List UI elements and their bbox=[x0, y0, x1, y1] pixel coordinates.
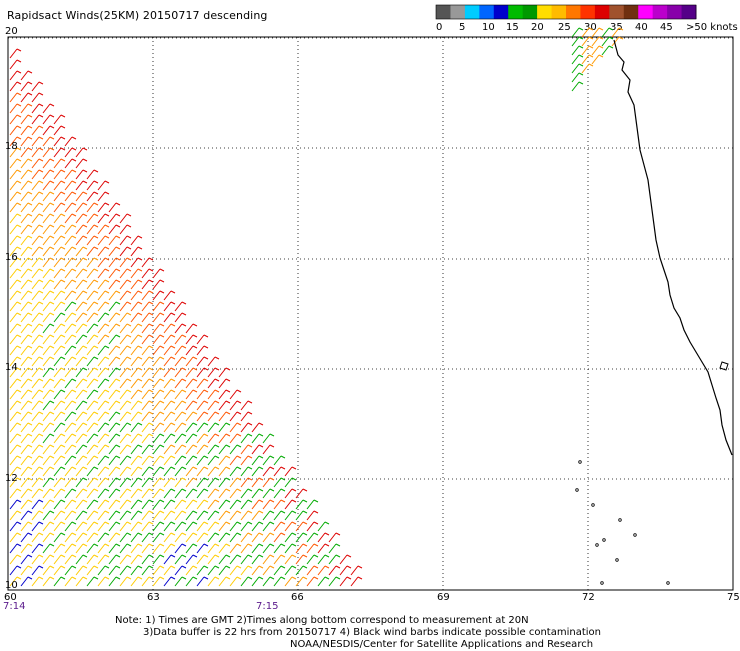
legend-label: 0 bbox=[436, 22, 443, 33]
legend-swatch bbox=[594, 5, 610, 19]
lon-label-60: 60 bbox=[4, 592, 17, 603]
lat-label-16: 16 bbox=[5, 252, 18, 263]
legend-swatch bbox=[551, 5, 567, 19]
lat-label-10: 10 bbox=[5, 580, 18, 591]
legend-swatch bbox=[464, 5, 480, 19]
coastline bbox=[575, 39, 733, 585]
map-title: Rapidsact Winds(25KM) 20150717 descendin… bbox=[7, 9, 268, 22]
legend-label: 45 bbox=[660, 22, 673, 33]
lon-label-63: 63 bbox=[147, 592, 160, 603]
map-frame bbox=[7, 36, 734, 591]
legend-label: 30 bbox=[584, 22, 597, 33]
time-label-start: 7:14 bbox=[3, 601, 26, 612]
lon-label-72: 72 bbox=[582, 592, 595, 603]
lat-label-18: 18 bbox=[5, 141, 18, 152]
legend-label: >50 knots bbox=[686, 22, 738, 33]
wind-speed-legend bbox=[435, 4, 697, 20]
lat-label-14: 14 bbox=[5, 362, 18, 373]
legend-label: 35 bbox=[610, 22, 623, 33]
legend-swatch bbox=[638, 5, 654, 19]
lon-label-66: 66 bbox=[291, 592, 304, 603]
wind-barbs bbox=[9, 27, 624, 587]
legend-swatch bbox=[493, 5, 509, 19]
lat-label-12: 12 bbox=[5, 473, 18, 484]
time-label-end: 7:15 bbox=[256, 601, 279, 612]
legend-swatch bbox=[652, 5, 668, 19]
legend-swatch bbox=[609, 5, 625, 19]
legend-swatch bbox=[522, 5, 538, 19]
legend-swatch bbox=[623, 5, 639, 19]
note-line-1: Note: 1) Times are GMT 2)Times along bot… bbox=[115, 615, 529, 626]
legend-swatch bbox=[566, 5, 581, 19]
lon-label-75: 75 bbox=[727, 592, 740, 603]
note-line-3: NOAA/NESDIS/Center for Satellite Applica… bbox=[290, 639, 594, 650]
legend-swatch bbox=[537, 5, 553, 19]
legend-swatch bbox=[681, 5, 697, 19]
legend-label: 25 bbox=[558, 22, 571, 33]
legend-swatch bbox=[450, 5, 466, 19]
legend-swatch bbox=[436, 5, 451, 19]
legend-label: 5 bbox=[459, 22, 466, 33]
legend-label: 20 bbox=[531, 22, 544, 33]
note-line-2: 3)Data buffer is 22 hrs from 20150717 4)… bbox=[143, 627, 601, 638]
legend-label: 15 bbox=[506, 22, 519, 33]
legend-swatch bbox=[667, 5, 683, 19]
lon-label-69: 69 bbox=[437, 592, 450, 603]
legend-swatch bbox=[479, 5, 495, 19]
lat-label-20: 20 bbox=[5, 26, 18, 37]
legend-label: 40 bbox=[635, 22, 648, 33]
legend-swatch bbox=[580, 5, 596, 19]
legend-swatch bbox=[508, 5, 524, 19]
legend-label: 10 bbox=[482, 22, 495, 33]
